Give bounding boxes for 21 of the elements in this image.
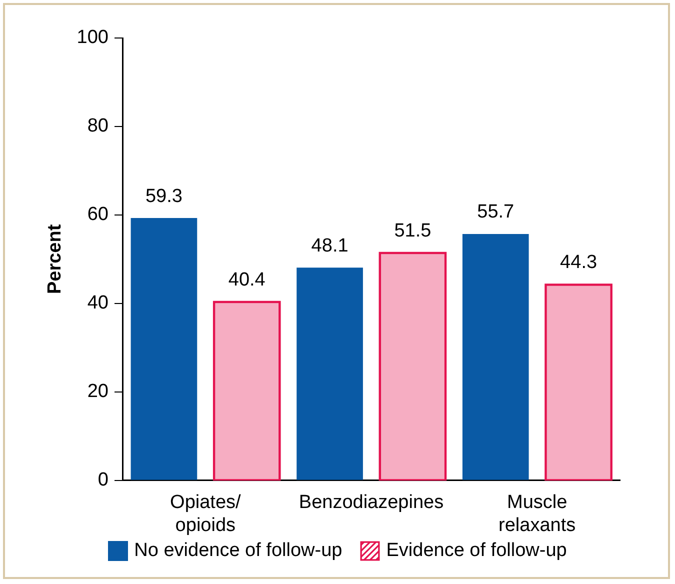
- bar: [462, 234, 529, 480]
- bar: [130, 218, 198, 480]
- data-label: 48.1: [311, 235, 348, 256]
- x-tick-label: Opiates/ opioids: [170, 492, 242, 536]
- data-label: 44.3: [560, 252, 598, 274]
- data-label: 51.5: [394, 220, 432, 242]
- y-axis-title: Percent: [44, 224, 66, 294]
- y-tick-label: 80: [87, 116, 108, 137]
- y-tick-label: 100: [76, 27, 108, 48]
- data-label: 40.4: [228, 269, 266, 290]
- x-tick-label: Benzodiazepines: [298, 492, 444, 514]
- y-tick-label: 60: [87, 204, 108, 226]
- data-label: 55.7: [477, 202, 514, 223]
- y-tick-label: 40: [87, 292, 108, 314]
- y-tick-label: 20: [87, 381, 108, 402]
- legend-label: Evidence of follow-up: [386, 540, 567, 562]
- y-tick-label: 0: [98, 470, 108, 491]
- x-tick-label: Muscle relaxants: [498, 492, 576, 536]
- legend-label: No evidence of follow-up: [134, 540, 342, 562]
- bar: [296, 268, 363, 480]
- data-label: 59.3: [145, 186, 182, 207]
